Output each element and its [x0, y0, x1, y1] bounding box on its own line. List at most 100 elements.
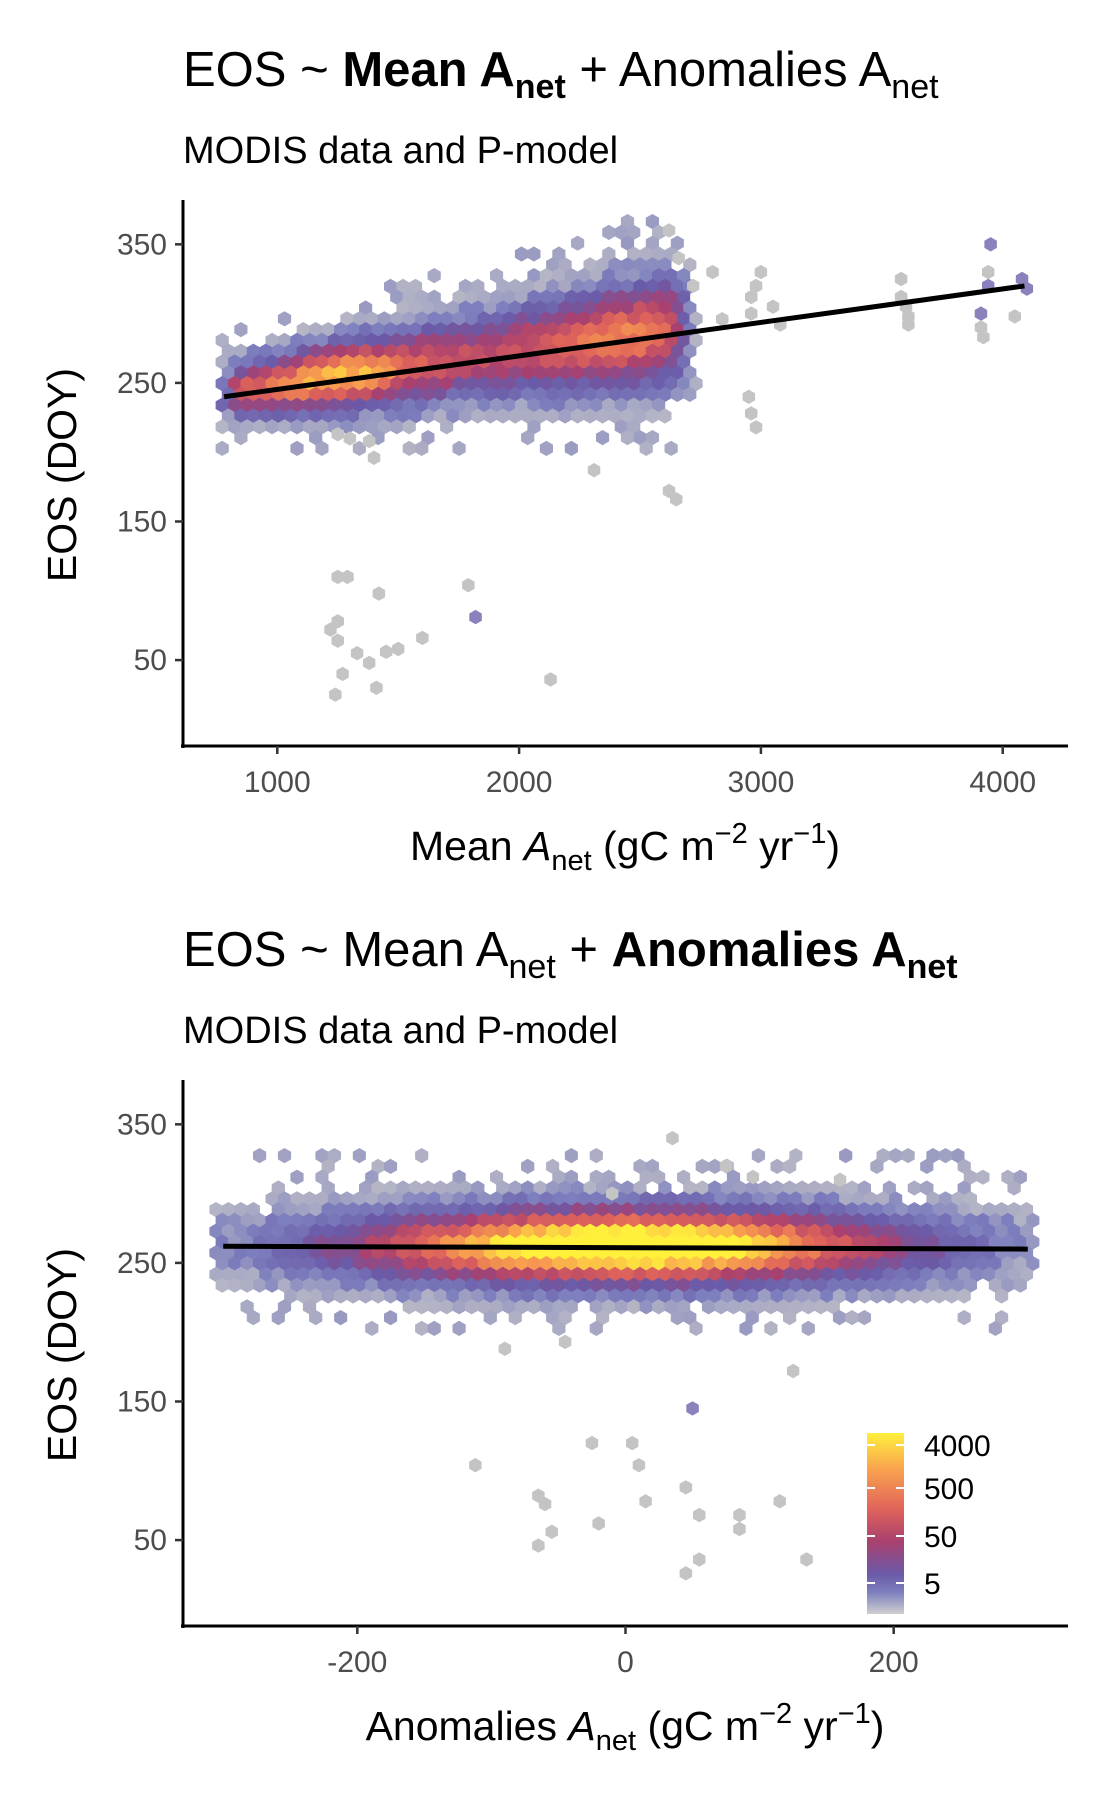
hexbin-cell [384, 1310, 398, 1326]
legend-label-4000: 4000 [924, 1430, 991, 1463]
hexbin-cell [514, 332, 529, 348]
hexbin-cell [945, 1288, 959, 1304]
hexbin-cell [982, 1223, 996, 1239]
hexbin-cell [1001, 1212, 1015, 1228]
hexbin-cell [334, 1223, 348, 1239]
hexbin-cell [421, 1202, 435, 1218]
hexbin-cell [808, 1266, 822, 1282]
hexbin-cell [583, 408, 597, 424]
hexbin-cell [596, 322, 610, 338]
hexbin-cell [851, 1212, 865, 1228]
hexbin-cell [496, 408, 510, 424]
hexbin-cell [533, 322, 547, 338]
hexbin-cell [733, 1180, 747, 1196]
hexbin-cell [302, 419, 317, 435]
hexbin-cell [564, 354, 578, 370]
hexbin-cell [465, 1277, 479, 1293]
hexbin-cell [514, 1277, 529, 1293]
hexbin-cell [633, 1202, 647, 1218]
hexbin-cell [452, 1212, 466, 1228]
hexbin-cell [465, 311, 479, 327]
hexbin-cell [408, 1288, 423, 1304]
hexbin-cell [695, 1288, 709, 1304]
hexbin-cell [1007, 1266, 1021, 1282]
hexbin-cell [334, 408, 348, 424]
hexbin-cell [408, 343, 423, 359]
hexbin-cell [421, 1288, 435, 1304]
hexbin-cell [652, 397, 666, 413]
hexbin-cell [751, 1148, 765, 1164]
hexbin-cell [602, 354, 616, 370]
hexbin-cell [321, 343, 335, 359]
hexbin-cell [490, 1277, 504, 1293]
y-tick-label: 50 [134, 1524, 167, 1557]
hexbin-cell [608, 1202, 622, 1218]
hexbin-cell [539, 289, 553, 305]
hexbin-cell [564, 1148, 578, 1164]
hexbin-cell [496, 1202, 510, 1218]
hexbin-cell [352, 354, 366, 370]
hexbin-cell [614, 1277, 628, 1293]
hexbin-cell [558, 1180, 572, 1196]
panel-1-title: EOS ~ Mean Anet + Anomalies Anet [183, 43, 939, 106]
hexbin-cell [627, 1191, 641, 1207]
y-tick-label: 150 [117, 506, 167, 539]
hexbin-cell [920, 1180, 934, 1196]
hexbin-cell [483, 300, 497, 316]
hexbin-cell [315, 440, 329, 456]
hexbin-cell [670, 365, 684, 381]
hexbin-cell [396, 1288, 410, 1304]
hexbin-cell [677, 376, 691, 392]
hexbin-cell [758, 1202, 772, 1218]
hexbin-cell [670, 492, 683, 507]
hexbin-cell [670, 1288, 684, 1304]
hexbin-cell [527, 397, 541, 413]
hexbin-cell [901, 1148, 915, 1164]
hexbin-cell [408, 386, 423, 402]
x-tick-label: 0 [617, 1646, 634, 1679]
hexbin-cell [702, 1191, 716, 1207]
hexbin-cell [514, 311, 529, 327]
hexbin-cell [839, 1148, 853, 1164]
hexbin-cell [496, 1223, 510, 1239]
hexbin-cell [390, 419, 404, 435]
x-tick-label: 2000 [486, 766, 553, 799]
hexbin-cell [545, 1524, 558, 1539]
hexbin-cell [1013, 1277, 1027, 1293]
hexbin-cell [976, 1169, 990, 1185]
hexbin-cell [564, 1169, 578, 1185]
hexbin-cell [652, 1212, 666, 1228]
hexbin-cell [240, 1212, 254, 1228]
hexbin-cell [290, 332, 304, 348]
hexbin-cell [814, 1277, 828, 1293]
hexbin-cell [683, 1266, 697, 1282]
hexbin-cell [932, 1266, 946, 1282]
hexbin-cell [889, 1191, 903, 1207]
hexbin-cell [396, 278, 410, 294]
hexbin-cell [521, 1266, 535, 1282]
hexbin-cell [527, 311, 541, 327]
hexbin-cell [620, 322, 635, 338]
hexbin-cell [352, 1148, 366, 1164]
hexbin-cell [614, 419, 628, 435]
hexbin-cell [901, 1256, 915, 1272]
hexbin-cell [714, 1191, 728, 1207]
hexbin-cell [895, 1288, 909, 1304]
hexbin-cell [377, 1212, 391, 1228]
hexbin-cell [596, 343, 610, 359]
hexbin-cell [490, 289, 504, 305]
hexbin-cell [359, 1180, 373, 1196]
hexbin-cell [371, 322, 385, 338]
y-tick-label: 250 [117, 1247, 167, 1280]
hexbin-cell [327, 1256, 341, 1272]
hexbin-cell [532, 1538, 545, 1553]
hexbin-cell [552, 1212, 566, 1228]
hexbin-cell [920, 1223, 934, 1239]
hexbin-cell [608, 1266, 622, 1282]
hexbin-cell [421, 430, 435, 446]
hexbin-cell [889, 1277, 903, 1293]
hexbin-cell [415, 1256, 429, 1272]
hexbin-cell [770, 1180, 784, 1196]
hexbin-cell [462, 578, 475, 593]
hexbin-cell [564, 1299, 578, 1315]
